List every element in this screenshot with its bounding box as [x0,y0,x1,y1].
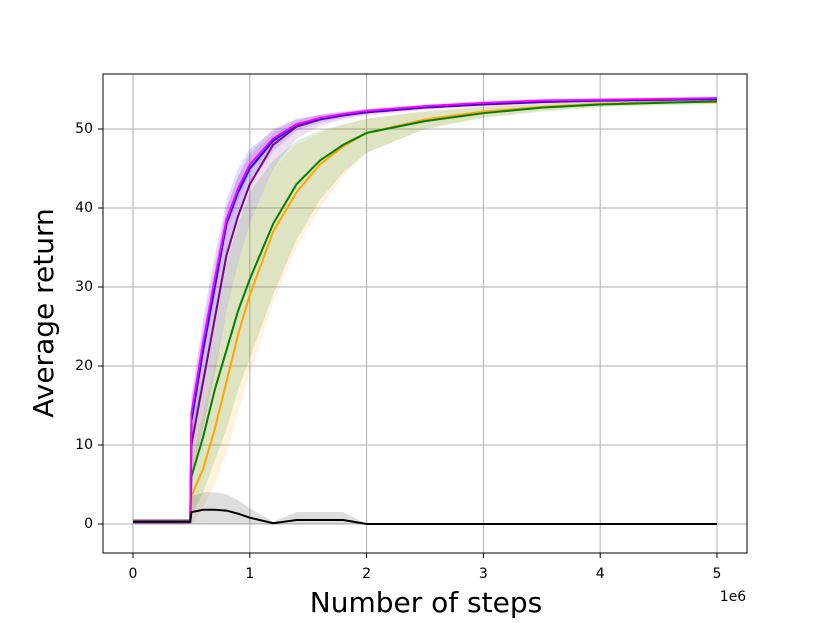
confidence-band [133,98,717,525]
line [133,508,717,526]
y-tick-label: 30 [75,279,93,295]
plot-frame [102,73,748,554]
x-tick-label: 0 [129,566,138,582]
y-tick-label: 20 [75,358,93,374]
x-tick-label: 3 [479,566,488,582]
y-tick-label: 50 [75,121,93,137]
y-tick-label: 0 [84,516,93,532]
confidence-band [133,98,717,525]
confidence-band [133,492,717,525]
line [133,97,717,523]
x-tick-label: 2 [362,566,371,582]
x-offset-label: 1e6 [720,589,747,605]
x-tick-label: 5 [713,566,722,582]
x-tick-label: 1 [245,566,254,582]
y-tick-label: 40 [75,200,93,216]
y-axis-label: Average return [27,208,60,418]
x-axis-label: Number of steps [310,586,542,619]
y-tick-label: 10 [75,437,93,453]
x-tick-label: 4 [596,566,605,582]
line [133,100,718,523]
